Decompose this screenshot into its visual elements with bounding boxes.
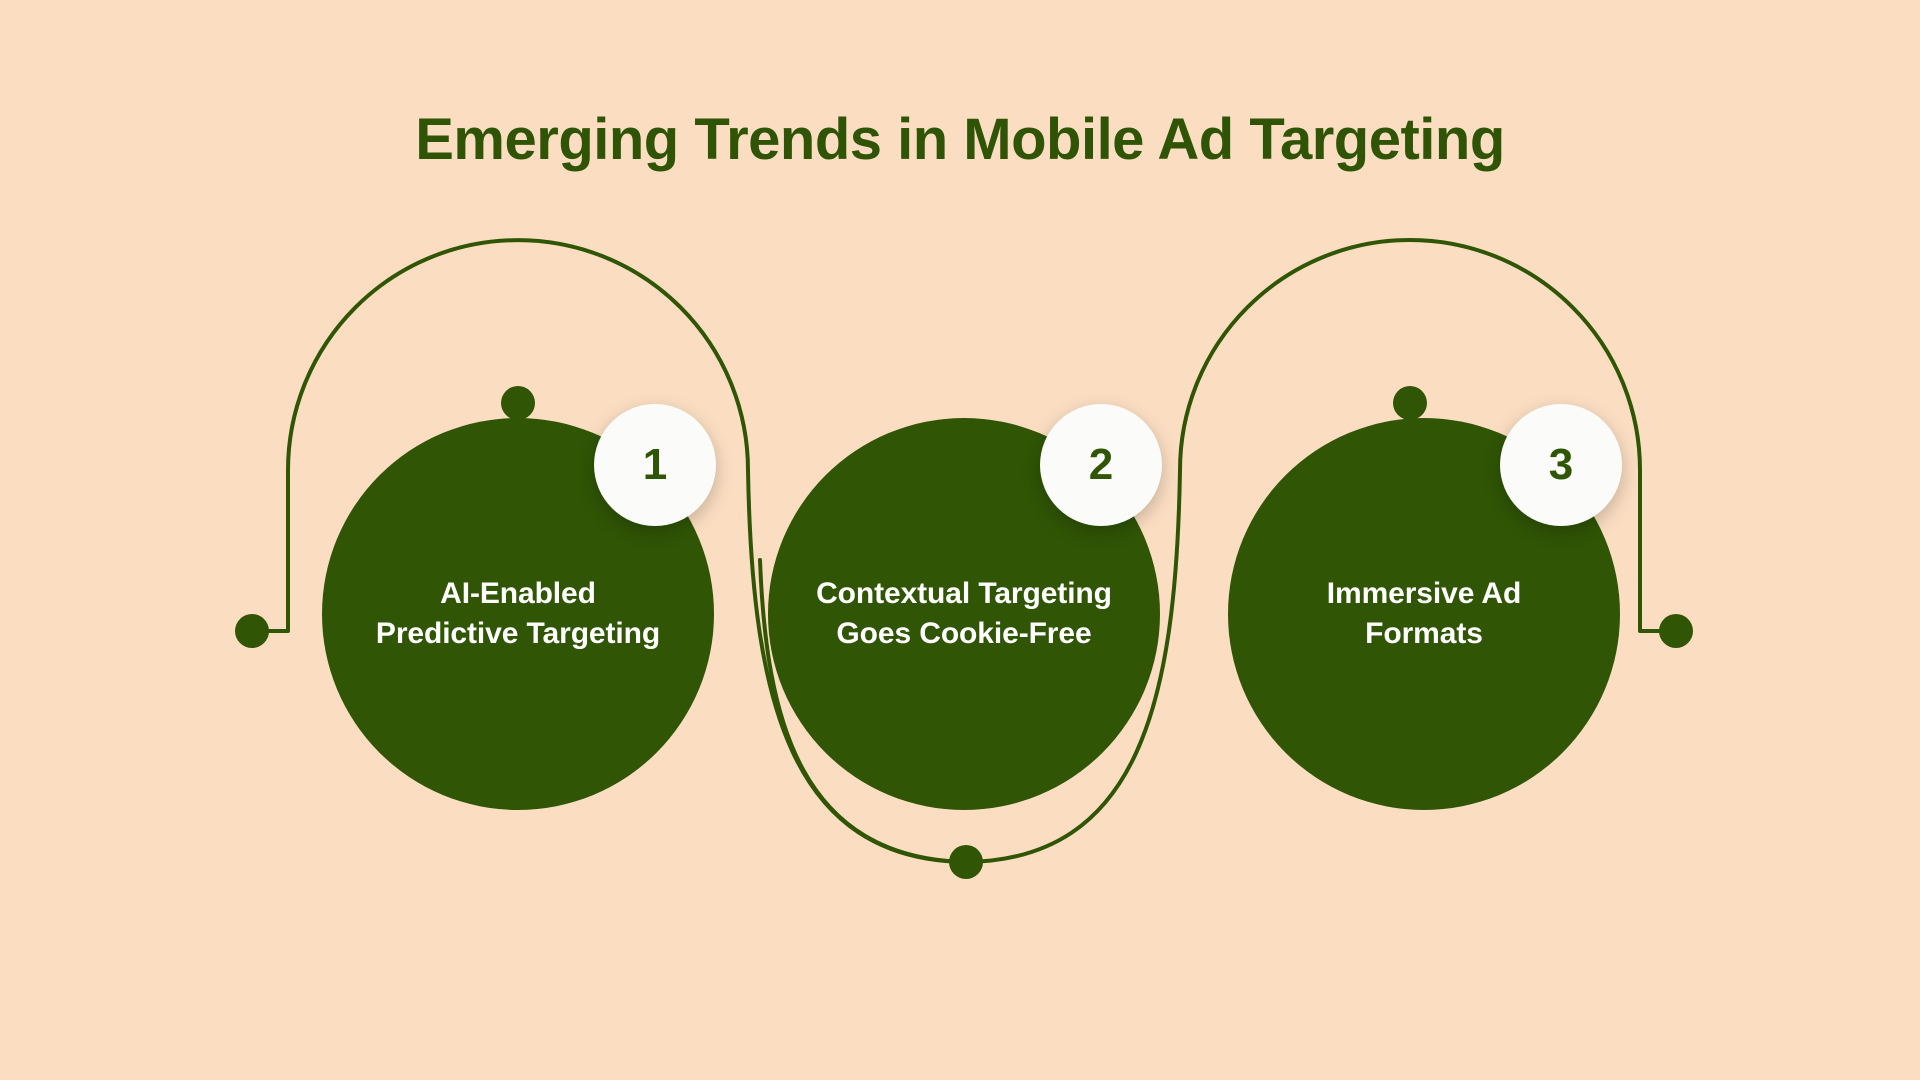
step-badge-3[interactable]: 3 xyxy=(1500,404,1622,526)
step-label-3: Immersive Ad Formats xyxy=(1326,577,1522,650)
step-item-1[interactable]: AI-Enabled Predictive Targeting 1 xyxy=(322,404,716,810)
step-number-3: 3 xyxy=(1548,440,1574,489)
page-title: Emerging Trends in Mobile Ad Targeting xyxy=(415,107,1505,172)
step-badge-2[interactable]: 2 xyxy=(1040,404,1162,526)
step-item-2[interactable]: Contextual Targeting Goes Cookie-Free 2 xyxy=(768,404,1162,810)
step-item-3[interactable]: Immersive Ad Formats 3 xyxy=(1228,404,1622,810)
step-label-1: AI-Enabled Predictive Targeting xyxy=(375,577,661,650)
step-number-2: 2 xyxy=(1088,440,1114,489)
step-label-2: Contextual Targeting Goes Cookie-Free xyxy=(816,577,1112,650)
step-number-1: 1 xyxy=(642,440,668,489)
step-badge-1[interactable]: 1 xyxy=(594,404,716,526)
